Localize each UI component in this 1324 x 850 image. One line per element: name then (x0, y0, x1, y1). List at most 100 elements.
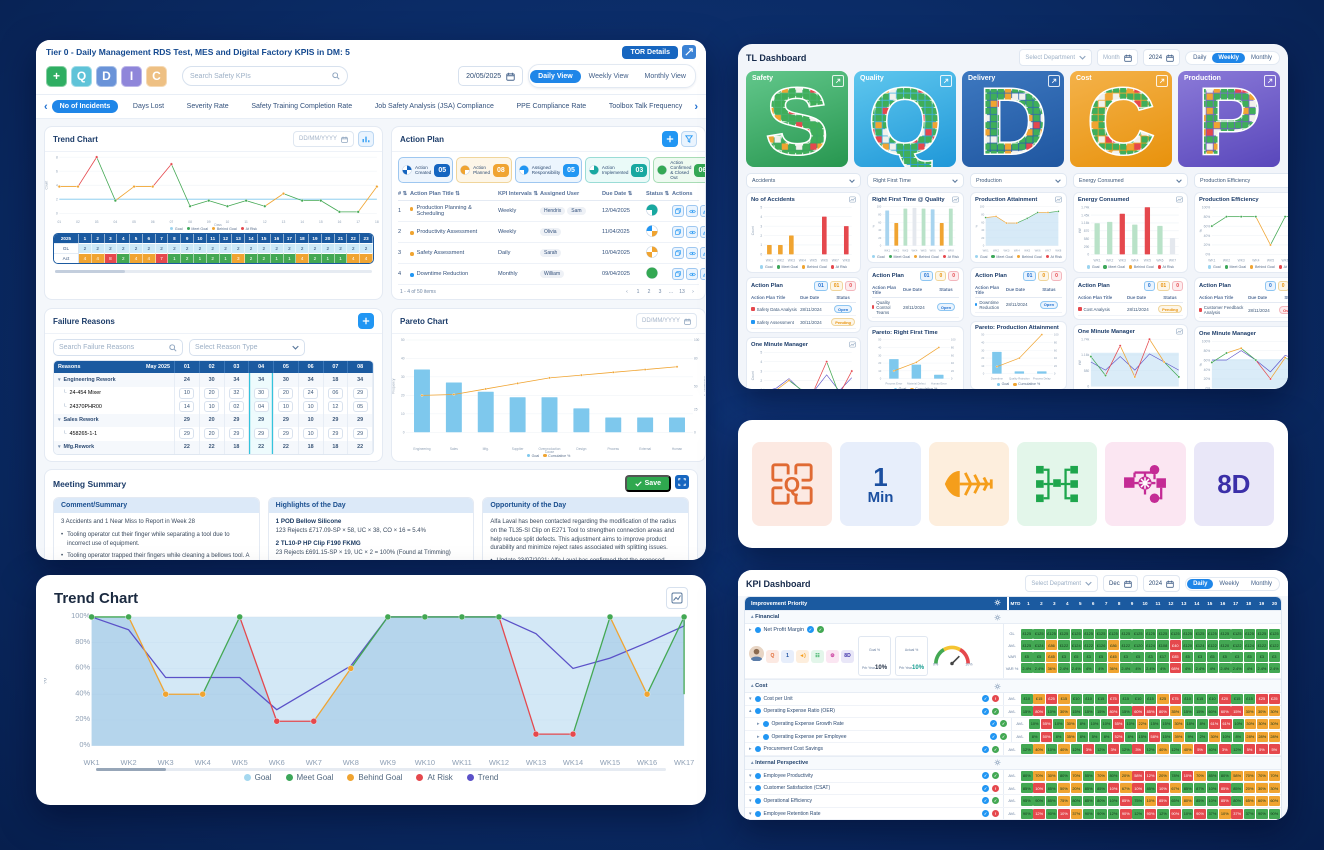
failure-cell[interactable]: 29 (225, 427, 250, 441)
failure-row[interactable]: ▾ Engineering Rework 24 30 34 34 30 34 18 34 (54, 373, 373, 387)
status-circle[interactable]: ✓ (982, 745, 989, 753)
tabs-prev-icon[interactable]: ‹ (44, 100, 48, 113)
action-plan-row[interactable]: 2 Productivity Assessment Weekly Olivia … (398, 222, 705, 244)
failure-cell[interactable]: 10 (299, 427, 324, 441)
section-internal-perspective[interactable]: ▴ Internal Perspective (745, 755, 1281, 770)
failure-cell[interactable]: 10 (299, 400, 324, 414)
failure-cell[interactable]: 20 (200, 386, 225, 401)
edit-button[interactable] (700, 226, 705, 239)
pareto-date-input[interactable]: DD/MM/YYYY (635, 313, 697, 330)
tl-kpi-select[interactable]: Energy Consumed (1072, 173, 1188, 188)
tl-view-weekly[interactable]: Weekly (1212, 52, 1245, 63)
expand-meeting-icon[interactable] (675, 475, 689, 490)
status-circle[interactable]: ! (992, 810, 999, 818)
tool-tree-diagram[interactable] (1017, 442, 1098, 526)
failure-cell[interactable]: 29 (249, 427, 274, 441)
month-picker[interactable]: Dec (1103, 575, 1138, 592)
department-select[interactable]: Select Department (1019, 49, 1093, 66)
kpi-view-daily[interactable]: Daily (1187, 578, 1214, 589)
highlights-text[interactable]: 1 POD Bellow Silicone 123 Rejects £717.09… (275, 518, 451, 556)
horizontal-scrollbar[interactable] (55, 269, 372, 273)
tool-8d[interactable]: 8D (841, 649, 854, 663)
day-col-header[interactable]: 05 (274, 361, 299, 374)
copy-button[interactable] (672, 226, 684, 239)
kpi-tab[interactable]: PPE Compliance Rate (516, 103, 587, 110)
tl-kpi-select[interactable]: Right First Time (867, 173, 964, 188)
view-button[interactable] (686, 226, 698, 239)
action-stage-badge[interactable]: Action Created 05 (398, 157, 454, 184)
kpi-label[interactable]: Customer Satisfaction (CSAT) (763, 785, 831, 792)
failure-row[interactable]: └ 24-454 Mixer 10 20 32 30 20 24 06 29 (54, 386, 373, 401)
expand-icon[interactable] (682, 45, 696, 59)
tl-action-row[interactable]: Customer Feedback Analysis28/11/2024Over… (1199, 303, 1288, 319)
delivery-letter-icon[interactable]: D (96, 65, 117, 87)
kpi-label[interactable]: Operating Expense Growth Rate (771, 720, 844, 727)
failure-search-input[interactable]: Search Failure Reasons (53, 339, 183, 357)
trend-date-input[interactable]: DD/MM/YYYY (292, 131, 354, 147)
copy-button[interactable] (672, 205, 684, 218)
failure-row[interactable]: └ 24370PHR00 14 10 02 04 10 10 12 05 (54, 400, 373, 414)
day-col-header[interactable]: 01 (175, 361, 200, 374)
failure-row[interactable]: ▾ Mfg.Rework 22 22 18 22 22 18 18 22 (54, 440, 373, 455)
failure-cell[interactable]: 10 (175, 386, 200, 401)
quality-letter-icon[interactable]: Q (71, 65, 92, 87)
failure-cell[interactable]: 04 (249, 400, 274, 414)
failure-cell[interactable]: 29 (348, 386, 373, 401)
view-button[interactable] (686, 205, 698, 218)
kpi-tab[interactable]: Days Lost (132, 103, 165, 110)
sqdcp-card-production[interactable]: Production P (1178, 71, 1280, 167)
copy-button[interactable] (672, 268, 684, 281)
copy-button[interactable] (672, 247, 684, 260)
inventory-letter-icon[interactable]: I (121, 65, 142, 87)
expand-icon[interactable] (832, 75, 844, 87)
avatar[interactable] (749, 646, 764, 666)
failure-cell[interactable]: 10 (274, 400, 299, 414)
failure-cell[interactable]: 29 (274, 427, 299, 441)
status-circle[interactable]: ✓ (982, 695, 989, 703)
status-circle[interactable]: ! (992, 784, 999, 792)
status-circle[interactable]: ✓ (982, 784, 989, 792)
gear-icon[interactable] (994, 599, 1001, 608)
kpi-tab[interactable]: Job Safety Analysis (JSA) Compliance (374, 103, 494, 110)
kpi-label[interactable]: Procurement Cost Savings (763, 746, 823, 753)
sqdcp-card-delivery[interactable]: Delivery D (962, 71, 1064, 167)
tool-qcpc[interactable]: Q (752, 442, 833, 526)
status-circle[interactable]: ✓ (1000, 733, 1007, 741)
day-col-header[interactable]: 02 (200, 361, 225, 374)
opportunity-text[interactable]: Alfa Laval has been contacted regarding … (490, 519, 677, 560)
failure-cell[interactable]: 24 (299, 386, 324, 401)
failure-row[interactable]: ▾ Sales Rework 29 20 29 29 29 10 29 29 (54, 413, 373, 428)
tool-qcpc[interactable]: Q (766, 649, 779, 663)
status-circle[interactable]: ✓ (806, 626, 814, 633)
failure-cell[interactable]: 20 (274, 386, 299, 401)
edit-button[interactable] (700, 247, 705, 260)
cost-letter-icon[interactable]: C (146, 65, 167, 87)
view-tab-0[interactable]: Daily View (530, 69, 581, 83)
failure-cell[interactable]: 05 (348, 400, 373, 414)
page-number[interactable]: 2 (647, 289, 651, 296)
tl-view-monthly[interactable]: Monthly (1250, 54, 1272, 61)
page-prev[interactable]: ‹ (626, 289, 628, 296)
status-circle[interactable]: ! (992, 695, 999, 703)
status-circle[interactable]: ✓ (990, 720, 997, 728)
day-col-header[interactable]: 03 (225, 361, 250, 374)
kpi-tab[interactable]: Safety Training Completion Rate (251, 103, 353, 110)
department-select[interactable]: Select Department (1025, 575, 1099, 592)
status-circle[interactable]: ✓ (982, 772, 989, 780)
action-plan-row[interactable]: 4 Downtime Reduction Monthly William 09/… (398, 264, 705, 286)
action-plan-row[interactable]: 3 Safety Assessment Daily Sarah 10/04/20… (398, 243, 705, 265)
kpi-tab[interactable]: Severity Rate (186, 103, 229, 110)
kpi-view-monthly[interactable]: Monthly (1250, 580, 1272, 587)
page-number[interactable]: … (668, 289, 674, 296)
kpi-label[interactable]: Employee Retention Rate (763, 810, 821, 817)
view-button[interactable] (686, 268, 698, 281)
status-circle[interactable]: ✓ (982, 707, 989, 715)
add-action-button[interactable] (662, 131, 678, 147)
tool-flowchart[interactable]: ⚙ (826, 649, 839, 663)
add-failure-reason-button[interactable] (358, 313, 374, 330)
tool-8d[interactable]: 8D (1193, 442, 1274, 526)
save-button[interactable]: Save (624, 475, 671, 493)
status-circle[interactable]: ✓ (992, 772, 999, 780)
tool-one-minute[interactable]: 1 Min (840, 442, 921, 526)
edit-button[interactable] (700, 205, 705, 218)
